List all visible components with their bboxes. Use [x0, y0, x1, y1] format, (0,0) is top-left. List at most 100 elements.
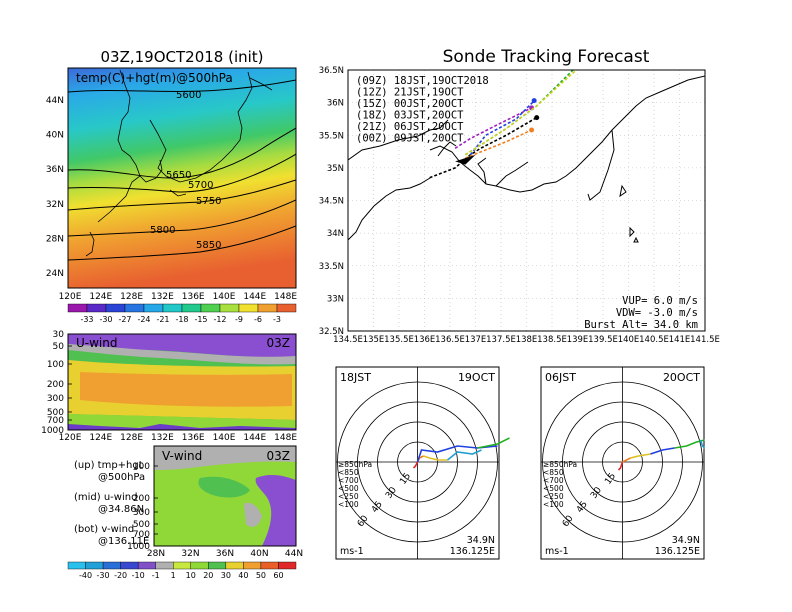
- panel-notes: (up) tmp+hgt@500hPa (mid) u-wind@34.86N (b…: [74, 460, 149, 547]
- lat-tick-label: 28N: [46, 234, 64, 244]
- wind-colorbar-tick-label: -30: [97, 571, 110, 580]
- wind-profile-trace: [699, 439, 706, 449]
- polar-level-legend: ≥850hPa: [543, 460, 577, 469]
- note-line: (bot) v-wind: [74, 524, 134, 535]
- left-map-lat-ticks: 44N 40N 36N 32N 28N 24N: [46, 96, 64, 279]
- forecast-lat-tick-label: 33.5N: [319, 262, 344, 272]
- contour-label-5850: 5850: [196, 240, 221, 251]
- forecast-lon-tick-label: 139E: [567, 335, 589, 345]
- uwind-y-tick-label: 1000: [41, 426, 64, 436]
- forecast-lon-tick-label: 140E: [618, 335, 640, 345]
- left-map-lon-ticks: 120E 124E 128E 132E 136E 140E 144E 148E: [59, 292, 298, 302]
- wind-colorbar-tick-label: 60: [273, 571, 283, 580]
- lat-tick-label: 40N: [46, 131, 64, 141]
- wind-colorbar-tick-label: 1: [171, 571, 176, 580]
- wind-profile-trace: [622, 457, 631, 463]
- polar-lat-label: 34.9N: [467, 535, 495, 546]
- polar-level-legend: <850: [338, 468, 359, 477]
- polar-date-label: 20OCT: [663, 371, 700, 384]
- uwind-y-tick-label: 30: [53, 330, 65, 340]
- temperature-field: [68, 68, 296, 288]
- polar-lon-label: 136.125E: [655, 546, 700, 557]
- forecast-lon-tick-label: 135.5E: [384, 335, 414, 345]
- colorbar-tick-label: -33: [80, 315, 93, 324]
- launch-site-marker: [455, 154, 476, 165]
- vwind-panel: [153, 445, 297, 547]
- colorbar-tick-label: -30: [99, 315, 112, 324]
- colorbar-tick-label: -21: [156, 315, 169, 324]
- colorbar-tick-label: -18: [175, 315, 188, 324]
- polar-lon-label: 136.125E: [450, 546, 495, 557]
- forecast-lon-tick-label: 140.5E: [639, 335, 669, 345]
- forecast-lon-tick-label: 136.5E: [435, 335, 465, 345]
- colorbar-swatch: [105, 303, 126, 313]
- polar-ring: [562, 401, 683, 523]
- wind-profile-trace: [477, 437, 510, 449]
- contour-label-5800: 5800: [150, 225, 175, 236]
- wind-colorbar-tick-label: 20: [203, 571, 213, 580]
- polar-level-legend: <100: [338, 500, 359, 509]
- wind-colorbar-tick-label: 50: [256, 571, 266, 580]
- burst-point-marker: [531, 98, 537, 104]
- polar-time-label: 18JST: [340, 371, 371, 384]
- uwind-time: 03Z: [267, 336, 291, 350]
- contour-label-5600: 5600: [176, 90, 201, 101]
- vwind-y-tick-label: 500: [133, 520, 150, 530]
- forecast-lon-tick-label: 139.5E: [588, 335, 618, 345]
- wind-colorbar-tick-label: 40: [238, 571, 248, 580]
- wind-colorbar-tick-label: 30: [221, 571, 231, 580]
- vwind-title: V-wind: [162, 449, 202, 463]
- vdw-text: VDW= -3.0 m/s: [616, 307, 698, 319]
- colorbar-swatch: [124, 303, 145, 313]
- colorbar-tick-label: -6: [254, 315, 262, 324]
- polar-level-legend: <500: [338, 484, 359, 493]
- wind-profile-trace: [447, 449, 482, 461]
- contour-label-5650: 5650: [166, 170, 191, 181]
- wind-colorbar-swatch: [85, 561, 104, 570]
- colorbar-tick-label: -9: [235, 315, 243, 324]
- wind-colorbar-tick-label: -20: [114, 571, 127, 580]
- forecast-track-line: [465, 129, 532, 159]
- lat-tick-label: 44N: [46, 96, 64, 106]
- forecast-track-line: [464, 70, 578, 156]
- polar-ring: [377, 421, 458, 503]
- forecast-lon-tick-label: 135E: [363, 335, 385, 345]
- uwind-x-tick-label: 120E: [59, 433, 82, 443]
- forecast-track-line: [429, 116, 538, 179]
- legend-entry: (18Z) 03JST,20OCT: [356, 110, 464, 122]
- forecast-lon-tick-label: 134.5E: [333, 335, 363, 345]
- forecast-lon-tick-label: 136E: [414, 335, 436, 345]
- colorbar-swatch: [257, 303, 278, 313]
- polar-level-legend: ≥850hPa: [338, 460, 372, 469]
- uwind-x-tick-label: 136E: [182, 433, 205, 443]
- legend-entry: (12Z) 21JST,19OCT: [356, 87, 464, 99]
- forecast-legend: (09Z) 18JST,19OCT2018(12Z) 21JST,19OCT(1…: [356, 75, 489, 145]
- polar-ring: [357, 401, 478, 523]
- burst-alt-text: Burst Alt= 34.0 km: [584, 319, 698, 331]
- colorbar-tick-label: -27: [118, 315, 131, 324]
- colorbar-swatch: [219, 303, 240, 313]
- vwind-y-tick-label: 200: [133, 494, 150, 504]
- forecast-lat-tick-label: 35N: [327, 164, 344, 174]
- uwind-x-tick-label: 148E: [274, 433, 297, 443]
- coastlines: [85, 69, 273, 257]
- wind-profile-trace: [650, 447, 675, 455]
- vwind-x-ticks: 28N 32N 36N 40N 44N: [147, 549, 303, 559]
- vwind-y-tick-label: 700: [133, 530, 150, 540]
- forecast-track-line: [454, 107, 532, 149]
- forecast-lon-tick-label: 138E: [516, 335, 538, 345]
- uwind-x-tick-label: 124E: [89, 433, 112, 443]
- forecast-track-line: [469, 100, 535, 156]
- colorbar-swatch: [200, 303, 221, 313]
- forecast-map-panel: [348, 70, 705, 331]
- forecast-coastlines: [348, 75, 705, 243]
- wind-colorbar-swatch: [225, 561, 244, 570]
- uwind-x-tick-label: 144E: [243, 433, 266, 443]
- forecast-lon-tick-label: 141E: [669, 335, 691, 345]
- lon-tick-label: 148E: [274, 292, 297, 302]
- wind-colorbar-swatch: [120, 561, 139, 570]
- colorbar-swatch: [181, 303, 202, 313]
- uwind-y-tick-label: 300: [47, 394, 64, 404]
